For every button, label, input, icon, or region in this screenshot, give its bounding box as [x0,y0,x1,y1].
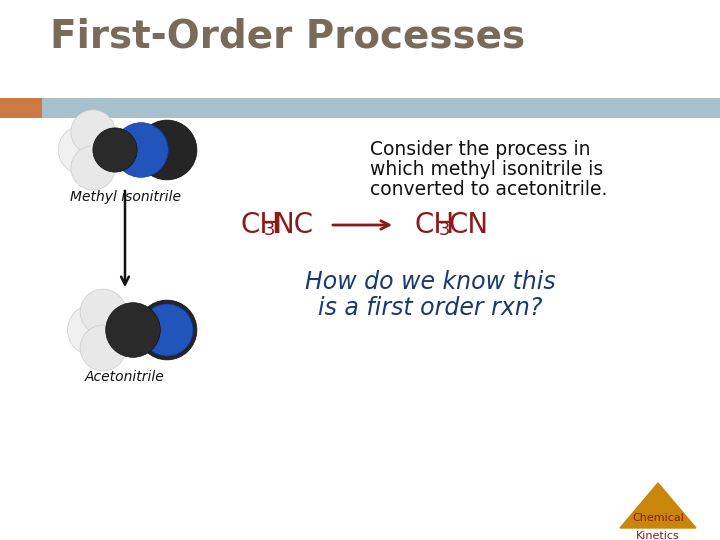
Text: 3: 3 [439,221,451,239]
Circle shape [137,300,197,360]
Text: First-Order Processes: First-Order Processes [50,18,525,56]
Circle shape [114,123,168,177]
Text: converted to acetonitrile.: converted to acetonitrile. [370,180,608,199]
Circle shape [80,325,126,371]
Text: NC: NC [273,211,313,239]
Circle shape [137,120,197,180]
Circle shape [68,305,119,355]
Circle shape [80,289,126,335]
Circle shape [141,304,193,356]
Text: Acetonitrile: Acetonitrile [85,370,165,384]
Text: Chemical: Chemical [632,513,684,523]
Text: CH: CH [415,211,455,239]
Text: which methyl isonitrile is: which methyl isonitrile is [370,160,603,179]
Circle shape [71,110,115,154]
Text: Consider the process in: Consider the process in [370,140,590,159]
Text: CH: CH [240,211,280,239]
Bar [0,98,720,118]
Text: 3: 3 [264,221,276,239]
Text: is a first order rxn?: is a first order rxn? [318,296,542,320]
Bar [0,98,42,118]
Text: Methyl isonitrile: Methyl isonitrile [70,190,181,204]
Circle shape [93,128,137,172]
Text: How do we know this: How do we know this [305,270,555,294]
Circle shape [106,303,161,357]
Text: Kinetics: Kinetics [636,531,680,540]
Text: CN: CN [448,211,488,239]
Circle shape [71,146,115,190]
Circle shape [58,125,108,175]
Polygon shape [620,483,696,528]
